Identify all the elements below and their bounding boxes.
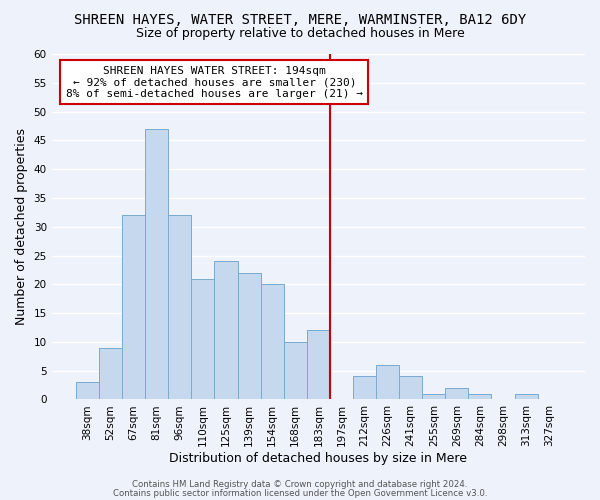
- Bar: [76, 382, 99, 400]
- Bar: [353, 376, 376, 400]
- Y-axis label: Number of detached properties: Number of detached properties: [15, 128, 28, 325]
- Bar: [307, 330, 330, 400]
- Bar: [168, 215, 191, 400]
- Bar: [238, 273, 260, 400]
- Bar: [191, 278, 214, 400]
- X-axis label: Distribution of detached houses by size in Mere: Distribution of detached houses by size …: [169, 452, 467, 465]
- Bar: [145, 129, 168, 400]
- Bar: [515, 394, 538, 400]
- Bar: [399, 376, 422, 400]
- Text: SHREEN HAYES WATER STREET: 194sqm
← 92% of detached houses are smaller (230)
8% : SHREEN HAYES WATER STREET: 194sqm ← 92% …: [66, 66, 363, 98]
- Text: Contains public sector information licensed under the Open Government Licence v3: Contains public sector information licen…: [113, 488, 487, 498]
- Text: Contains HM Land Registry data © Crown copyright and database right 2024.: Contains HM Land Registry data © Crown c…: [132, 480, 468, 489]
- Bar: [99, 348, 122, 400]
- Bar: [422, 394, 445, 400]
- Bar: [260, 284, 284, 400]
- Bar: [469, 394, 491, 400]
- Bar: [445, 388, 469, 400]
- Bar: [122, 215, 145, 400]
- Text: Size of property relative to detached houses in Mere: Size of property relative to detached ho…: [136, 28, 464, 40]
- Text: SHREEN HAYES, WATER STREET, MERE, WARMINSTER, BA12 6DY: SHREEN HAYES, WATER STREET, MERE, WARMIN…: [74, 12, 526, 26]
- Bar: [376, 365, 399, 400]
- Bar: [214, 262, 238, 400]
- Bar: [284, 342, 307, 400]
